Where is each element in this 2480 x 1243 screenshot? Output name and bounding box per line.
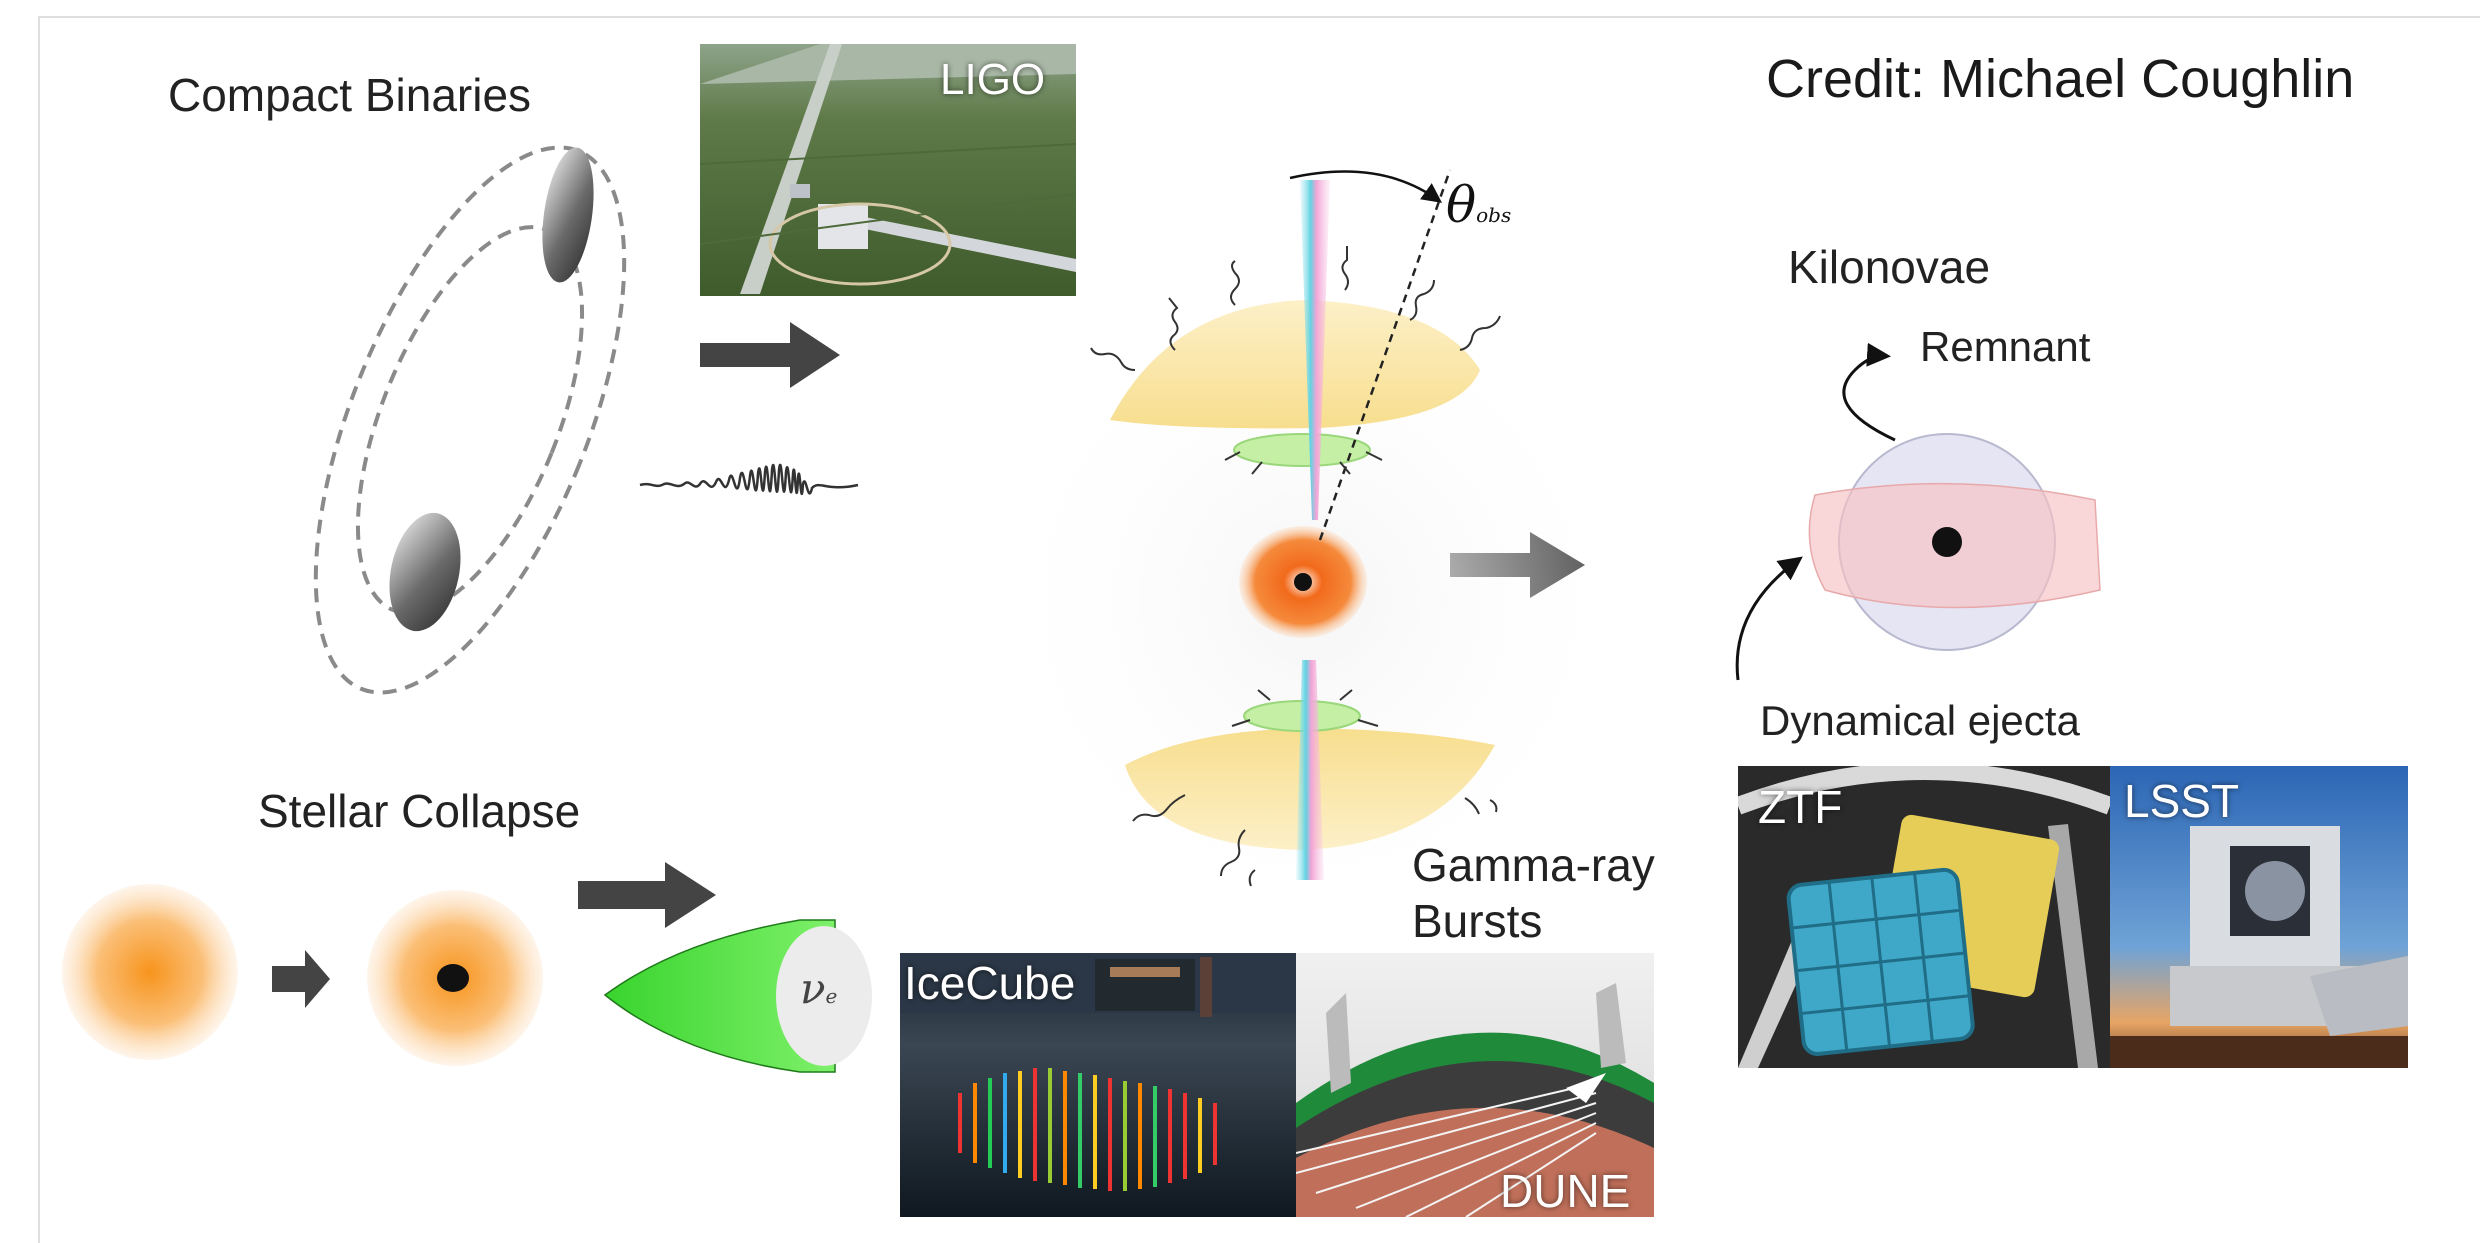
neutron-star-upper: [542, 147, 594, 283]
arrow-star-to-core: [272, 950, 330, 1008]
label-kilonovae: Kilonovae: [1788, 241, 1991, 293]
neutrino-cone-cap: [776, 926, 872, 1066]
label-remnant: Remnant: [1920, 323, 2091, 370]
frame-left-border: [38, 16, 40, 1243]
label-bursts: Bursts: [1412, 895, 1543, 947]
ztf-label: ZTF: [1758, 781, 1843, 833]
emission-squiggles: [1090, 246, 1501, 887]
theta-letter: θ: [1446, 176, 1477, 234]
theta-subscript: obs: [1476, 203, 1512, 227]
collapse-core: [437, 964, 469, 992]
observer-line: [1318, 169, 1452, 541]
lsst-photo: [2110, 766, 2408, 1068]
lsst-label: LSST: [2124, 775, 2240, 827]
theta-arc: [1289, 170, 1443, 203]
ligo-photo: [700, 44, 1076, 296]
ejecta-pointer: [1735, 556, 1803, 681]
neutrino-symbol: νe: [800, 968, 837, 1010]
binary-orbit-diagram: [313, 145, 627, 695]
dune-photo: [1296, 953, 1654, 1217]
gravitational-wave-chirp: [639, 463, 859, 495]
neutron-star-lower: [389, 512, 461, 632]
neutrino-subscript: e: [825, 984, 838, 1008]
merger-black-hole: [1294, 573, 1312, 591]
kilonova-diagram: [1735, 342, 2101, 681]
arrow-collapse-to-neutrino: [578, 862, 716, 928]
label-dynamical-ejecta: Dynamical ejecta: [1760, 697, 2080, 744]
jet-top: [1300, 180, 1330, 520]
frame-top-border: [38, 16, 2480, 18]
neutrino-letter: ν: [800, 964, 826, 1013]
jet-bottom: [1296, 660, 1324, 880]
arrow-binaries-to-ligo: [700, 322, 840, 388]
disc-upper: [1233, 433, 1371, 467]
credit-text: Credit: Michael Coughlin: [1766, 49, 2355, 109]
icecube-label: IceCube: [904, 957, 1076, 1009]
disc-rays: [1224, 451, 1383, 727]
label-stellar-collapse: Stellar Collapse: [258, 785, 581, 837]
progenitor-star: [62, 884, 238, 1060]
icecube-photo: [900, 953, 1296, 1217]
ligo-label: LIGO: [940, 55, 1046, 104]
ejecta-lobe-top: [1110, 300, 1480, 429]
theta-symbol: θobs: [1446, 180, 1511, 230]
ztf-photo: [1738, 766, 2110, 1068]
remnant-pointer: [1842, 342, 1896, 442]
dune-label: DUNE: [1500, 1165, 1631, 1217]
label-gamma-ray: Gamma-ray: [1412, 839, 1655, 891]
label-compact-binaries: Compact Binaries: [168, 69, 532, 121]
kilonova-remnant-core: [1932, 527, 1962, 557]
